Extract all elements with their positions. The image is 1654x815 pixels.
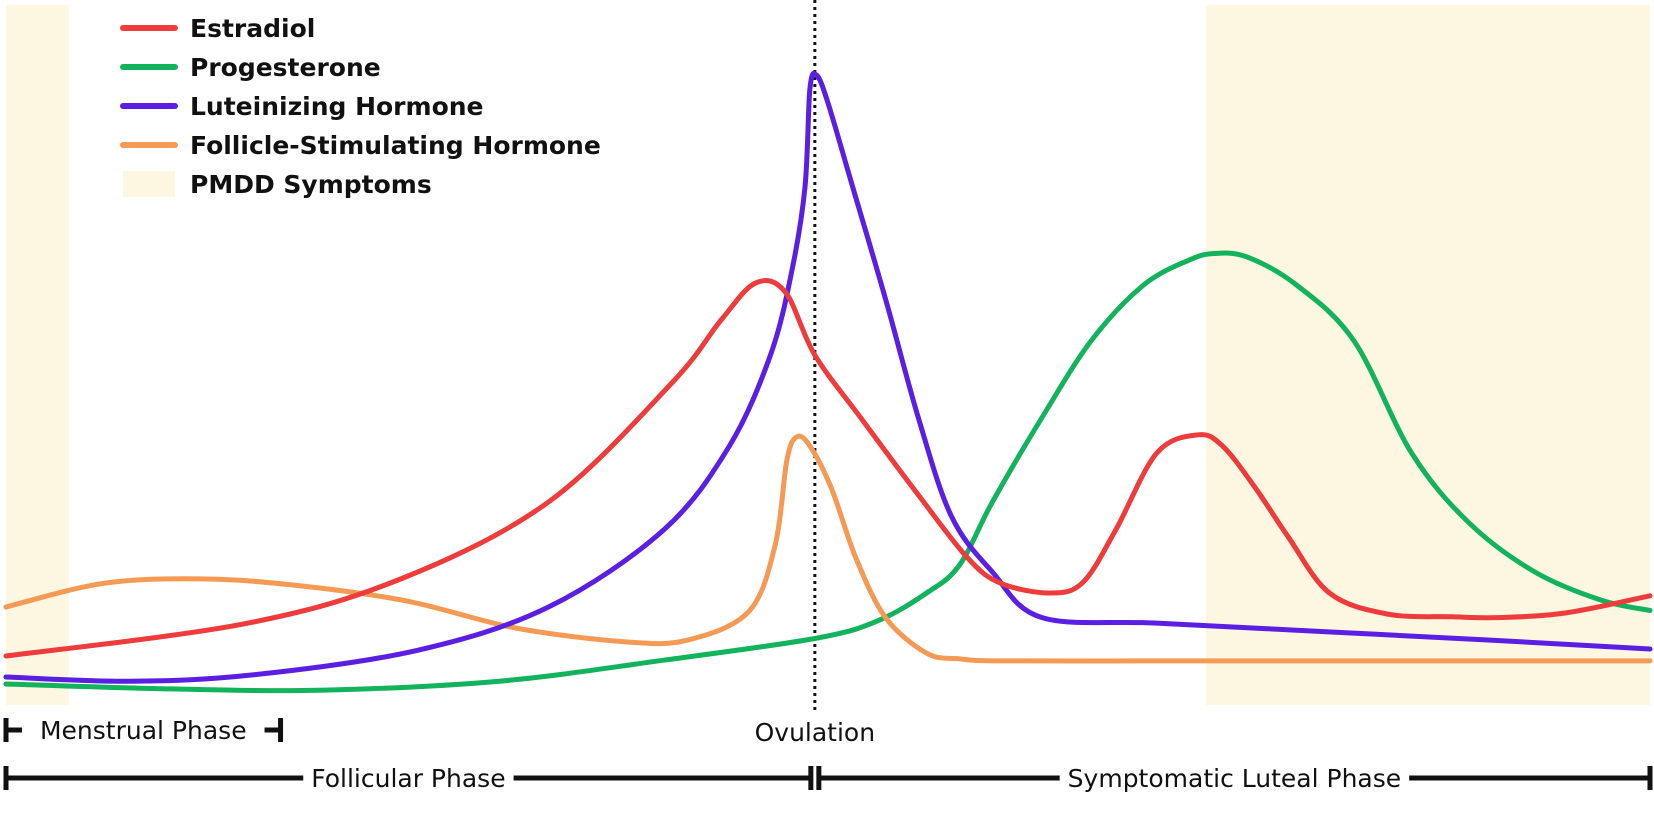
legend-label-estradiol: Estradiol [190, 14, 315, 43]
legend-label-pmdd: PMDD Symptoms [190, 170, 432, 199]
pmdd-band-1 [1206, 5, 1650, 705]
pmdd-band-0 [6, 5, 69, 705]
phase-menstrual-label: Menstrual Phase [40, 716, 247, 745]
legend-label-lh: Luteinizing Hormone [190, 92, 484, 121]
ovulation-marker-group: Ovulation [755, 0, 875, 747]
legend-label-progesterone: Progesterone [190, 53, 381, 82]
progesterone-line [3, 250, 1653, 694]
fsh-line [3, 433, 1653, 664]
phase-follicular: Follicular Phase [3, 764, 814, 793]
phase-timeline: Menstrual Phase Follicular Phase Symptomat… [3, 716, 1653, 793]
legend-swatch-pmdd [123, 171, 175, 197]
pmdd-bands [6, 5, 1650, 705]
legend: Estradiol Progesterone Luteinizing Hormone… [120, 14, 601, 199]
legend-label-fsh: Follicle-Stimulating Hormone [190, 131, 601, 160]
estradiol-line [3, 278, 1653, 659]
phase-menstrual: Menstrual Phase [3, 716, 284, 745]
lh-line [3, 70, 1653, 684]
phase-follicular-label: Follicular Phase [311, 764, 505, 793]
phase-luteal-label: Symptomatic Luteal Phase [1068, 764, 1401, 793]
ovulation-label: Ovulation [755, 718, 875, 747]
phase-luteal: Symptomatic Luteal Phase [816, 764, 1653, 793]
hormone-lines [3, 70, 1653, 694]
